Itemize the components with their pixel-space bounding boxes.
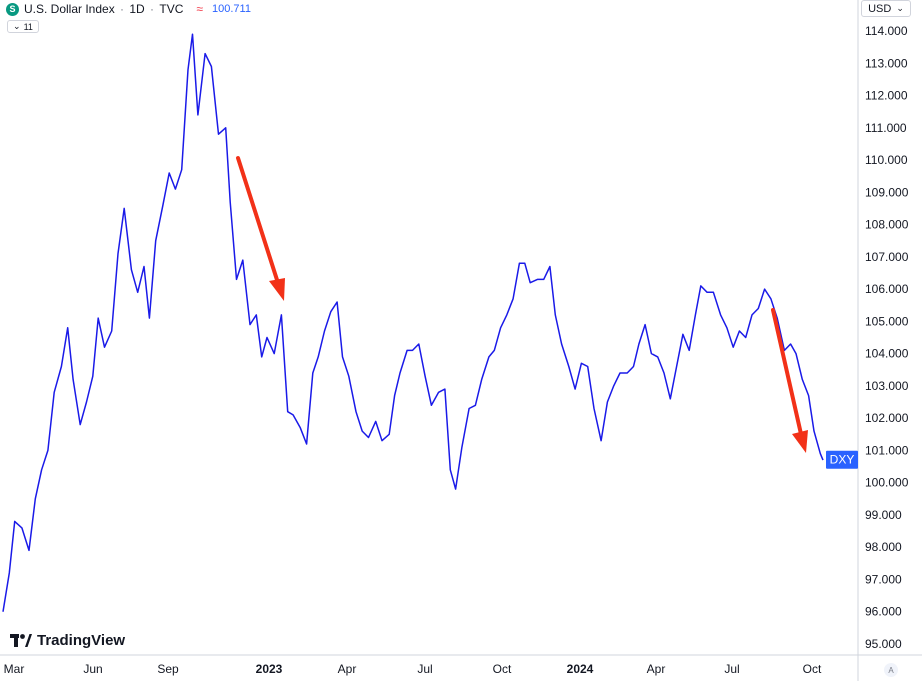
x-tick-label: Oct [493, 662, 512, 676]
x-tick-label: Oct [803, 662, 822, 676]
y-tick-label: 98.000 [865, 540, 902, 554]
y-tick-label: 99.000 [865, 508, 902, 522]
tradingview-logo-icon [10, 633, 32, 647]
x-tick-label: Apr [647, 662, 666, 676]
x-tick-label: Apr [338, 662, 357, 676]
y-tick-label: 110.000 [865, 153, 908, 167]
chevron-down-icon: ⌄ [13, 21, 21, 31]
y-tick-label: 96.000 [865, 605, 902, 619]
symbol-name[interactable]: U.S. Dollar Index [24, 2, 115, 16]
auto-scale-button[interactable]: A [884, 663, 898, 677]
separator: · [146, 2, 158, 16]
price-line-layer [2, 33, 824, 612]
x-tick-label: Jul [724, 662, 739, 676]
y-tick-label: 103.000 [865, 379, 909, 393]
y-tick-label: 113.000 [865, 56, 908, 70]
interval-label[interactable]: 1D [129, 2, 145, 16]
y-tick-label: 111.000 [865, 121, 907, 135]
price-tag-box [826, 450, 858, 469]
y-tick-label: 102.000 [865, 411, 909, 425]
y-tick-label: 114.000 [865, 24, 908, 38]
y-tick-label: 104.000 [865, 347, 909, 361]
x-tick-label: Sep [157, 662, 179, 676]
separator: · [116, 2, 128, 16]
x-tick-label: Mar [4, 662, 25, 676]
tradingview-logo: TradingView [10, 630, 125, 650]
x-tick-label: 2024 [567, 662, 594, 676]
price-line-dxy [2, 33, 824, 612]
exchange-label: TVC [159, 2, 184, 16]
tradingview-logo-text: TradingView [37, 631, 126, 649]
last-price-value: 100.711 [211, 3, 251, 15]
indicator-count: 11 [23, 21, 33, 32]
price-tag: DXY [826, 450, 858, 469]
down-arrow-annotation [771, 308, 808, 453]
x-tick-label: Jul [417, 662, 432, 676]
y-tick-label: 112.000 [865, 89, 908, 103]
x-tick-label: 2023 [256, 662, 283, 676]
chevron-down-icon: ⌄ [896, 3, 904, 13]
y-tick-label: 97.000 [865, 573, 902, 587]
currency-symbol-icon: S [6, 2, 19, 16]
currency-button[interactable]: USD ⌄ [861, 0, 911, 17]
currency-label: USD [868, 2, 892, 15]
wave-icon: ≈ [196, 2, 203, 16]
x-tick-label: Jun [83, 662, 102, 676]
price-axis[interactable]: 114.000 113.000 112.000 111.000 110.000 109.0… [865, 24, 909, 651]
y-tick-label: 105.000 [865, 314, 909, 328]
down-arrow-annotation [236, 156, 285, 301]
indicators-toggle[interactable]: ⌄ 11 [7, 20, 39, 33]
y-tick-label: 107.000 [865, 250, 909, 264]
time-axis[interactable]: Mar Jun Sep 2023 Apr Jul Oct 2024 Apr Jul Oct [4, 662, 822, 676]
y-tick-label: 100.000 [865, 476, 909, 490]
y-tick-label: 95.000 [865, 637, 902, 651]
annotation-layer [236, 156, 808, 453]
symbol-header: S U.S. Dollar Index · 1D · TVC ≈ 100.711 [6, 2, 251, 16]
y-tick-label: 109.000 [865, 185, 909, 199]
y-tick-label: 106.000 [865, 282, 909, 296]
price-tag-label: DXY [830, 453, 855, 467]
y-tick-label: 101.000 [865, 443, 909, 457]
y-tick-label: 108.000 [865, 218, 909, 232]
